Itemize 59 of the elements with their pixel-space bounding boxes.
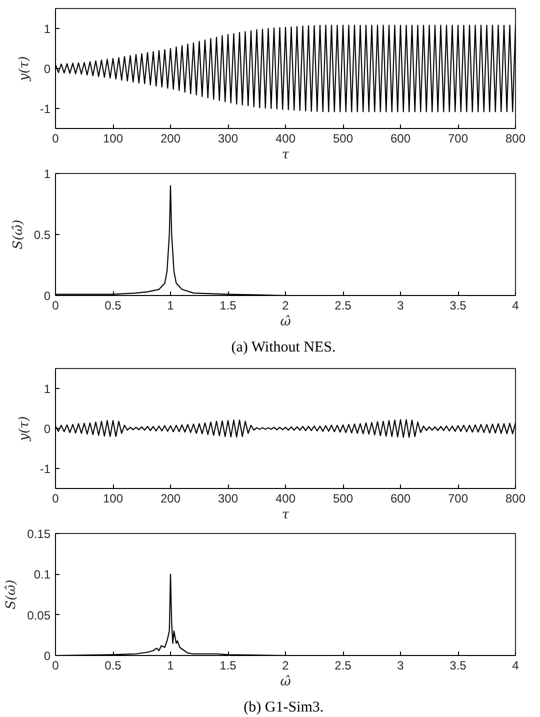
x-tick-label: 2 xyxy=(282,658,290,672)
y-tick-label: 1 xyxy=(44,382,51,396)
x-tick-label: 2.5 xyxy=(334,658,352,672)
x-tick-label: 100 xyxy=(102,132,124,146)
x-tick-label: 800 xyxy=(505,492,526,506)
x-tick-label: 200 xyxy=(160,492,181,506)
y-axis-title: y(τ) xyxy=(16,416,32,442)
x-tick-label: 100 xyxy=(102,492,124,506)
x-axis-title: τ xyxy=(282,148,290,162)
y-tick-label: 0.1 xyxy=(34,568,51,582)
x-tick-label: 700 xyxy=(448,132,468,146)
y-axis-title: S(ω̂) xyxy=(4,580,20,610)
x-tick-label: 700 xyxy=(448,492,468,506)
y-tick-label: 0 xyxy=(44,62,51,76)
x-tick-label: 4 xyxy=(512,298,520,312)
y-tick-label: -1 xyxy=(40,102,51,116)
x-tick-label: 2.5 xyxy=(334,298,352,312)
x-axis-title: ω̂ xyxy=(280,314,292,330)
y-tick-label: 0.5 xyxy=(34,228,51,242)
x-tick-label: 2 xyxy=(282,298,290,312)
y-tick-label: -1 xyxy=(40,462,51,476)
x-tick-label: 200 xyxy=(160,132,181,146)
x-tick-label: 1.5 xyxy=(220,298,237,312)
x-axis-title: τ xyxy=(282,508,290,522)
y-tick-label: 1 xyxy=(44,22,51,36)
y-tick-label: 0 xyxy=(44,289,51,303)
x-tick-label: 0.5 xyxy=(104,658,122,672)
x-tick-label: 400 xyxy=(275,132,296,146)
text: (b) G1-Sim3. xyxy=(244,700,324,716)
y-axis-title: S(ω̂) xyxy=(10,220,26,250)
x-tick-label: 1 xyxy=(167,658,174,672)
y-tick-label: 0 xyxy=(44,649,51,663)
x-tick-label: 600 xyxy=(390,492,411,506)
x-tick-label: 0 xyxy=(52,132,60,146)
y-axis-title: y(τ) xyxy=(16,56,32,82)
x-tick-label: 300 xyxy=(218,492,238,506)
x-axis-title: ω̂ xyxy=(280,674,292,690)
x-tick-label: 500 xyxy=(332,132,354,146)
x-tick-label: 1.5 xyxy=(220,658,237,672)
x-tick-label: 0 xyxy=(52,298,60,312)
x-tick-label: 400 xyxy=(275,492,296,506)
y-tick-label: 1 xyxy=(44,167,51,181)
text: (a) Without NES. xyxy=(231,340,336,356)
x-tick-label: 3.5 xyxy=(450,658,467,672)
y-tick-label: 0 xyxy=(44,422,51,436)
x-tick-label: 3 xyxy=(397,298,404,312)
x-tick-label: 4 xyxy=(512,658,520,672)
x-tick-label: 1 xyxy=(167,298,174,312)
x-tick-label: 3 xyxy=(397,658,404,672)
x-tick-label: 300 xyxy=(218,132,238,146)
x-tick-label: 0 xyxy=(52,658,60,672)
x-tick-label: 500 xyxy=(332,492,354,506)
x-tick-label: 800 xyxy=(505,132,526,146)
y-tick-label: 0.15 xyxy=(27,527,51,541)
x-tick-label: 0 xyxy=(52,492,60,506)
y-tick-label: 0.05 xyxy=(27,608,51,622)
x-tick-label: 600 xyxy=(390,132,411,146)
x-tick-label: 0.5 xyxy=(104,298,122,312)
x-tick-label: 3.5 xyxy=(450,298,467,312)
